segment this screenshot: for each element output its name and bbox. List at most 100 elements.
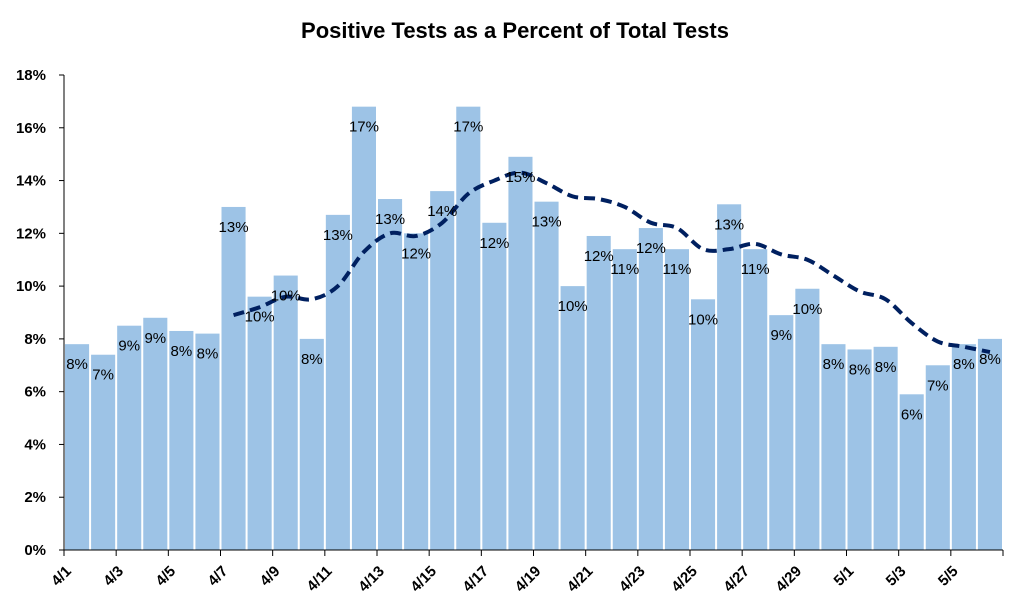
data-label-4-1: 8% [66, 356, 88, 373]
data-label-4-8: 10% [245, 309, 275, 326]
y-tick-label: 10% [16, 278, 46, 295]
bar-4-15 [430, 191, 455, 550]
bar-4-13 [378, 199, 403, 550]
y-tick-label: 0% [24, 542, 46, 559]
y-tick-label: 8% [24, 331, 46, 348]
data-label-4-14: 12% [401, 245, 431, 262]
x-tick-label: 4/17 [459, 563, 492, 596]
bar-4-8 [247, 296, 272, 550]
x-tick-label: 4/9 [257, 563, 284, 590]
y-tick-label: 18% [16, 67, 46, 84]
x-tick-label: 4/11 [304, 563, 336, 595]
data-label-4-15: 14% [427, 203, 457, 220]
data-label-4-21: 12% [584, 248, 614, 265]
x-tick-label: 4/3 [100, 563, 127, 590]
data-label-5-1: 8% [849, 361, 871, 378]
x-tick-label: 4/29 [772, 563, 805, 596]
bar-5-5 [951, 344, 976, 550]
bar-4-14 [404, 233, 429, 551]
trend-line-layer [232, 170, 991, 355]
x-tick-label: 4/7 [205, 563, 232, 590]
bar-4-30 [821, 344, 846, 550]
bar-5-1 [847, 349, 872, 550]
bar-4-19 [534, 201, 559, 550]
x-tick-label: 4/19 [512, 563, 545, 596]
bar-4-16 [456, 106, 481, 551]
data-label-4-28: 9% [770, 327, 792, 344]
y-tick-label: 14% [16, 173, 46, 190]
bar-4-24 [664, 249, 689, 550]
bar-4-12 [351, 106, 376, 551]
y-tick-label: 4% [24, 436, 46, 453]
x-tick-label: 4/21 [564, 563, 597, 596]
data-label-4-24: 11% [662, 261, 691, 278]
data-label-5-3: 6% [901, 406, 923, 423]
y-tick-label: 12% [16, 225, 46, 242]
x-tick-label: 4/5 [152, 563, 179, 590]
x-tick-label: 4/15 [407, 563, 440, 596]
x-tick-label: 4/25 [668, 563, 701, 596]
data-label-4-5: 8% [171, 343, 193, 360]
data-label-4-12: 17% [349, 119, 379, 136]
x-tick-label: 4/13 [355, 563, 388, 596]
bar-4-22 [612, 249, 637, 550]
bar-4-11 [325, 214, 350, 550]
data-label-5-6: 8% [979, 351, 1001, 368]
bar-4-5 [169, 330, 194, 550]
data-label-5-4: 7% [927, 377, 949, 394]
data-label-4-19: 13% [532, 214, 562, 231]
data-label-4-10: 8% [301, 351, 323, 368]
data-label-4-9: 10% [271, 288, 301, 305]
data-label-4-6: 8% [197, 346, 219, 363]
bar-4-10 [299, 338, 324, 550]
bar-4-3 [117, 325, 142, 550]
data-label-4-27: 11% [741, 261, 770, 278]
data-label-4-13: 13% [375, 211, 405, 228]
bars-layer [65, 106, 1002, 551]
data-label-4-3: 9% [118, 338, 140, 355]
x-tick-label: 4/23 [616, 563, 649, 596]
bar-4-29 [795, 288, 820, 550]
bar-4-1 [65, 344, 90, 550]
y-tick-label: 2% [24, 489, 46, 506]
data-label-4-16: 17% [453, 119, 483, 136]
data-label-4-26: 13% [714, 216, 744, 233]
bar-5-4 [925, 365, 950, 550]
bar-5-6 [977, 338, 1002, 550]
bar-4-17 [482, 222, 507, 550]
data-label-4-4: 9% [144, 330, 166, 347]
bar-4-27 [743, 249, 768, 550]
data-label-4-2: 7% [92, 367, 114, 384]
y-tick-label: 16% [16, 120, 46, 137]
data-label-4-20: 10% [558, 298, 588, 315]
chart-title: Positive Tests as a Percent of Total Tes… [301, 18, 729, 43]
bar-4-2 [91, 354, 116, 550]
data-label-4-18: 15% [505, 169, 535, 186]
data-label-4-30: 8% [823, 356, 845, 373]
bar-4-20 [560, 286, 585, 550]
bar-4-23 [638, 228, 663, 551]
data-label-4-11: 13% [323, 227, 353, 244]
data-label-4-22: 11% [610, 261, 639, 278]
data-labels-layer: 8%7%9% 9%8% 8%13%10%10%8%13%17%13%12%14%17… [66, 119, 1001, 424]
bar-5-3 [899, 394, 924, 550]
x-tick-label: 5/1 [831, 563, 858, 590]
y-tick-label: 6% [24, 384, 46, 401]
x-tick-label: 5/5 [935, 563, 962, 590]
bar-4-25 [691, 299, 716, 550]
data-label-4-7: 13% [219, 219, 249, 236]
bar-4-9 [273, 275, 298, 550]
data-label-4-25: 10% [688, 311, 718, 328]
data-label-4-17: 12% [479, 235, 509, 252]
x-tick-label: 5/3 [883, 563, 910, 590]
data-label-5-2: 8% [875, 359, 897, 376]
bar-4-7 [221, 206, 246, 550]
x-tick-label: 4/1 [48, 563, 75, 590]
bar-4-18 [508, 156, 533, 551]
bar-4-26 [717, 204, 742, 551]
bar-4-4 [143, 317, 168, 550]
x-tick-label: 4/27 [720, 563, 753, 596]
bar-4-6 [195, 333, 220, 550]
data-label-5-5: 8% [953, 356, 975, 373]
